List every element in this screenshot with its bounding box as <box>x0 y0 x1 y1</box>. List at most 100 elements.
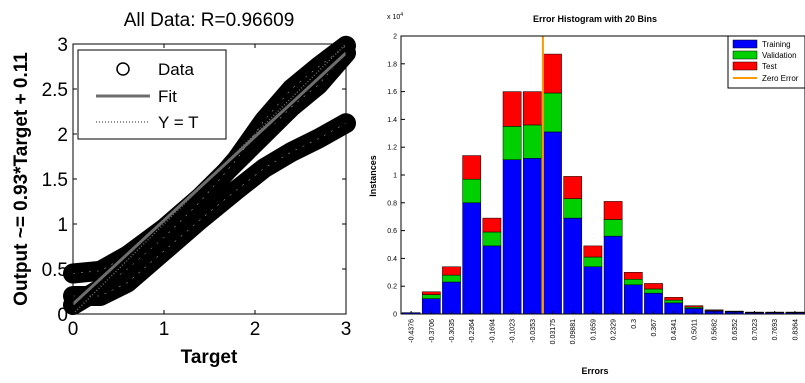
bar-test-13 <box>664 297 684 301</box>
bar-test-15 <box>704 309 724 311</box>
bin-label: -0.4376 <box>409 319 416 343</box>
bar-test-2 <box>442 266 461 276</box>
legend-zero-error-label: Zero Error <box>762 74 799 83</box>
bin-label: 0.4341 <box>671 319 678 341</box>
legend-training-label: Training <box>762 40 791 49</box>
regression-plot: All Data: R=0.96609 0 1 2 3 0 0.5 1 1.5 2 2.5 3 Da… <box>11 10 356 368</box>
bar-training-2 <box>442 281 461 315</box>
bar-test-5 <box>502 91 522 127</box>
bin-label: -0.0353 <box>530 319 537 343</box>
bar-test-8 <box>563 176 583 199</box>
bar-validation-10 <box>603 219 623 237</box>
hist-y-tick-label: 2 <box>393 34 397 41</box>
bin-label: 0.2329 <box>611 319 618 341</box>
regression-legend: Data Fit Y = T <box>77 49 227 140</box>
bar-test-14 <box>684 305 704 308</box>
y-tick-label: 2.5 <box>42 80 68 101</box>
histogram-y-exponent: x 104 <box>387 12 403 21</box>
x-tick-label: 0 <box>68 319 79 340</box>
hist-y-tick-label: 0 <box>393 312 397 319</box>
bar-test-3 <box>462 155 482 180</box>
bar-validation-3 <box>462 178 482 204</box>
bar-test-10 <box>603 201 623 220</box>
bin-label: 0.3 <box>631 319 638 329</box>
bar-test-12 <box>644 283 663 290</box>
bar-training-4 <box>482 245 502 315</box>
bar-training-8 <box>563 217 583 315</box>
x-tick-label: 3 <box>341 319 352 340</box>
bar-training-12 <box>644 292 663 315</box>
bar-validation-7 <box>543 92 562 133</box>
bin-label: 0.5682 <box>712 319 719 341</box>
y-tick-label: 1.5 <box>42 170 68 191</box>
bar-training-3 <box>462 202 482 315</box>
bin-label: -0.1023 <box>510 319 517 343</box>
y-tick-label: 3 <box>57 35 68 56</box>
error-histogram: Error Histogram with 20 Bins x 104 00.20… <box>368 12 805 376</box>
bar-validation-2 <box>442 274 461 283</box>
legend-test-swatch <box>732 61 758 71</box>
histogram-xlabel: Errors <box>581 366 608 376</box>
bar-validation-4 <box>482 231 502 247</box>
x-tick-label: 2 <box>250 319 261 340</box>
legend-data-label: Data <box>158 60 194 79</box>
hist-y-tick-label: 1.6 <box>387 89 397 96</box>
bin-label: 0.03175 <box>550 319 557 344</box>
bar-test-4 <box>482 217 502 233</box>
hist-y-tick-label: 1.2 <box>387 145 397 152</box>
bin-label: 0.6352 <box>732 319 739 341</box>
bar-training-7 <box>543 131 562 315</box>
regression-data-group <box>63 35 356 315</box>
histogram-title: Error Histogram with 20 Bins <box>533 14 657 24</box>
regression-xlabel: Target <box>181 347 238 368</box>
bar-validation-8 <box>563 198 583 219</box>
histogram-ticks: 0 0.2 0.4 0.6 0.8 1 1.2 1.4 1.6 1.8 2 <box>387 34 405 319</box>
hist-y-tick-label: 1.8 <box>387 61 397 68</box>
bin-label: 0.7693 <box>772 319 779 341</box>
histogram-bin-labels: -0.4376 -0.3706 -0.3035 -0.2364 -0.1694 -0.10… <box>409 311 799 344</box>
bin-label: -0.3706 <box>429 319 436 343</box>
bin-label: 0.09881 <box>570 319 577 344</box>
legend-test-label: Test <box>762 62 777 71</box>
hist-y-tick-label: 0.6 <box>387 228 397 235</box>
bar-training-11 <box>623 284 643 315</box>
bar-training-10 <box>603 235 623 315</box>
hist-y-tick-label: 0.4 <box>387 256 397 263</box>
bin-label: 0.5011 <box>691 319 698 340</box>
histogram-bars <box>401 53 805 315</box>
bin-label: 0.1659 <box>590 319 597 341</box>
bar-validation-5 <box>502 126 522 160</box>
bin-label: -0.2364 <box>469 319 476 343</box>
histogram-legend: Training Validation Test Zero Error <box>727 35 805 89</box>
y-tick-label: 1 <box>57 215 68 236</box>
regression-axis-ticks: 0 1 2 3 0 0.5 1 1.5 2 2.5 3 <box>42 35 352 340</box>
bar-test-1 <box>421 291 441 295</box>
x-tick-label: 1 <box>159 319 170 340</box>
bin-label: -0.3035 <box>449 319 456 343</box>
bar-test-11 <box>623 272 643 280</box>
bar-training-6 <box>522 158 542 315</box>
y-tick-label: 2 <box>57 125 68 146</box>
hist-y-tick-label: 0.2 <box>387 284 397 291</box>
legend-training-swatch <box>732 39 758 49</box>
bar-training-5 <box>502 159 522 315</box>
hist-y-tick-label: 0.8 <box>387 200 397 207</box>
legend-validation-label: Validation <box>762 51 797 60</box>
bar-test-9 <box>583 245 603 258</box>
legend-fit-label: Fit <box>158 87 177 106</box>
hist-y-tick-label: 1 <box>393 173 397 180</box>
bar-validation-9 <box>583 256 603 267</box>
regression-ideal-line <box>72 43 347 315</box>
hist-y-tick-label: 1.4 <box>387 117 397 124</box>
bin-label: -0.1694 <box>489 319 496 343</box>
bar-validation-6 <box>522 124 542 159</box>
bin-label: 0.8364 <box>792 319 799 341</box>
bin-label: 0.7023 <box>752 319 759 341</box>
legend-ideal-label: Y = T <box>158 113 198 132</box>
bar-test-6 <box>522 91 542 126</box>
legend-validation-swatch <box>732 50 758 60</box>
histogram-ylabel: Instances <box>368 155 378 197</box>
bar-training-9 <box>583 266 603 315</box>
bar-validation-11 <box>623 279 643 286</box>
